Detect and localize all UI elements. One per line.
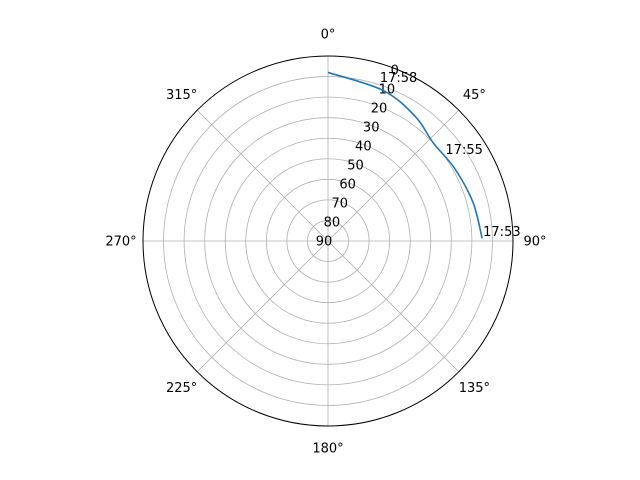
r-tick-label-40: 40 (355, 140, 372, 155)
theta-gridline-225 (196, 240, 329, 373)
polar-frame (142, 55, 514, 427)
annotations: 17:53 17:55 17:58 (380, 71, 521, 240)
annotation-label-2: 17:58 (380, 71, 417, 86)
r-tick-label-0: 0 (391, 64, 399, 79)
theta-tick-label-90: 90° (523, 235, 546, 250)
r-tick-label-70: 70 (331, 197, 348, 212)
r-tick-label-60: 60 (339, 178, 356, 193)
theta-gridline-135 (327, 240, 460, 373)
theta-tick-label-225: 225° (166, 381, 197, 396)
theta-tick-label-270: 270° (105, 235, 136, 250)
r-tick-label-50: 50 (347, 159, 364, 174)
theta-tick-label-135: 135° (459, 381, 490, 396)
theta-gridline-315 (196, 109, 329, 242)
annotation-label-1: 17:55 (445, 143, 482, 158)
polar-spine (142, 55, 514, 427)
theta-tick-label-315: 315° (166, 88, 197, 103)
r-tick-label-80: 80 (324, 216, 341, 231)
theta-tick-label-45: 45° (463, 88, 486, 103)
grid (143, 56, 513, 426)
r-tick-label-10: 10 (379, 83, 396, 98)
series (327, 71, 483, 239)
r-tick-label-90: 90 (316, 235, 333, 250)
r-tick-label-20: 20 (371, 102, 388, 117)
theta-tick-labels: 0° 45° 90° 135° 180° 225° 270° 315° (105, 28, 546, 457)
theta-gridline-45 (327, 109, 460, 242)
theta-tick-label-180: 180° (312, 442, 343, 457)
r-tick-label-30: 30 (363, 121, 380, 136)
annotation-label-0: 17:53 (483, 225, 520, 240)
series-line-0 (327, 71, 483, 239)
r-tick-labels: 0 10 20 30 40 50 60 70 80 90 (316, 64, 399, 250)
theta-tick-label-0: 0° (321, 28, 336, 43)
